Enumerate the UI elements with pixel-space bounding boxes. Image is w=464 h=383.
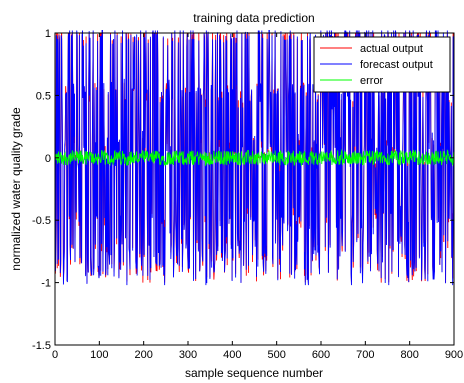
plot-frame [54,32,455,346]
x-tick-label: 0 [52,349,58,361]
series-layer [54,30,455,286]
y-axis-label: normalized water quality grade [9,107,23,271]
legend-label-forecast-output: forecast output [360,59,433,71]
x-tick-label: 400 [223,349,241,361]
legend-label-error: error [360,75,384,87]
tick-layer: 0 100 200 300 400 500 600 700 800 900 -1.5 -1 -0.5 0 0… [32,28,463,361]
x-tick-label: 900 [445,349,463,361]
y-tick-label: -0.5 [32,215,51,227]
x-axis-label: sample sequence number [185,366,323,380]
x-tick-label: 800 [400,349,418,361]
x-tick-label: 200 [134,349,152,361]
x-tick-label: 300 [179,349,197,361]
y-tick-label: 1 [45,28,51,40]
y-tick-label: 0.5 [36,90,51,102]
x-tick-label: 500 [267,349,285,361]
x-tick-label: 700 [356,349,374,361]
chart-title: training data prediction [193,11,314,25]
series-line-forecast-output [54,30,455,286]
series-line-error [54,148,455,167]
x-tick-label: 600 [312,349,330,361]
y-tick-label: -1.5 [32,340,51,352]
x-tick-label: 100 [90,349,108,361]
legend: actual output forecast output error [313,36,451,93]
legend-label-actual-output: actual output [360,43,423,55]
y-tick-label: -1 [41,278,51,290]
y-tick-label: 0 [45,153,51,165]
